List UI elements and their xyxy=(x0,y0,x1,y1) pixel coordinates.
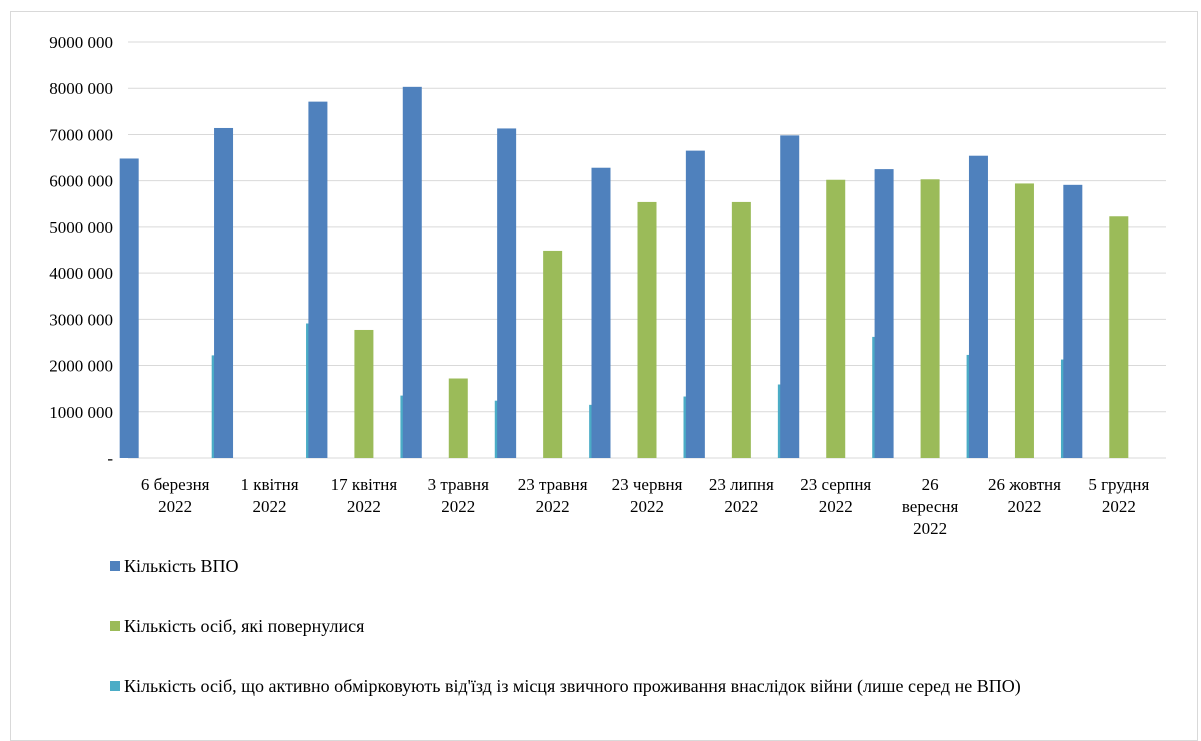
bar-returned-10 xyxy=(1109,216,1129,458)
bar-idp-9 xyxy=(968,155,988,458)
x-tick-label-3-1: 2022 xyxy=(441,497,475,516)
bar-idp-3 xyxy=(402,86,422,458)
y-tick-label-7: 7000 000 xyxy=(49,125,113,144)
bar-idp-6 xyxy=(685,150,705,458)
y-tick-label-8: 8000 000 xyxy=(49,79,113,98)
x-tick-label-3-0: 3 травня xyxy=(428,475,490,494)
y-tick-label-0: - xyxy=(107,449,113,468)
legend-label-returned: Кількість осіб, які повернулися xyxy=(124,616,365,636)
bar-returned-7 xyxy=(826,179,846,458)
x-tick-label-5-0: 23 червня xyxy=(612,475,683,494)
x-tick-label-5-1: 2022 xyxy=(630,497,664,516)
x-tick-label-8-0: 26 xyxy=(922,475,939,494)
y-tick-label-4: 4000 000 xyxy=(49,264,113,283)
y-tick-label-9: 9000 000 xyxy=(49,33,113,52)
bar-idp-10 xyxy=(1063,184,1083,458)
y-tick-label-3: 3000 000 xyxy=(49,310,113,329)
x-tick-label-1-0: 1 квітня xyxy=(240,475,298,494)
x-tick-label-10-0: 5 грудня xyxy=(1088,475,1149,494)
bar-returned-8 xyxy=(920,179,940,458)
x-tick-label-0-1: 2022 xyxy=(158,497,192,516)
bar-returned-3 xyxy=(448,378,468,458)
y-tick-label-2: 2000 000 xyxy=(49,357,113,376)
chart-legend: Кількість ВПО Кількість осіб, які поверн… xyxy=(110,555,1160,735)
y-tick-label-1: 1000 000 xyxy=(49,403,113,422)
x-tick-label-2-0: 17 квітня xyxy=(331,475,398,494)
legend-label-considering: Кількість осіб, що активно обмірковують … xyxy=(124,676,1021,696)
bar-idp-7 xyxy=(780,135,800,458)
y-tick-label-5: 5000 000 xyxy=(49,218,113,237)
x-tick-label-2-1: 2022 xyxy=(347,497,381,516)
x-tick-label-10-1: 2022 xyxy=(1102,497,1136,516)
x-tick-label-0-0: 6 березня xyxy=(141,475,210,494)
x-tick-label-9-0: 26 жовтня xyxy=(988,475,1061,494)
bar-returned-6 xyxy=(731,201,751,458)
x-tick-label-6-1: 2022 xyxy=(724,497,758,516)
bar-chart: - 1000 000 2000 000 3000 000 4000 000 5000 00… xyxy=(49,33,1166,538)
legend-item-returned: Кількість осіб, які повернулися xyxy=(110,615,1160,637)
x-tick-label-4-1: 2022 xyxy=(536,497,570,516)
bar-idp-2 xyxy=(308,101,328,459)
bar-idp-4 xyxy=(497,128,517,459)
legend-swatch-considering xyxy=(110,681,120,691)
x-tick-label-9-1: 2022 xyxy=(1007,497,1041,516)
x-tick-label-4-0: 23 травня xyxy=(518,475,588,494)
bar-idp-8 xyxy=(874,169,894,458)
legend-swatch-idp xyxy=(110,561,120,571)
y-tick-label-6: 6000 000 xyxy=(49,172,113,191)
bar-idp-1 xyxy=(214,127,234,459)
x-tick-label-1-1: 2022 xyxy=(253,497,287,516)
bar-returned-2 xyxy=(354,329,374,458)
bar-idp-0 xyxy=(119,158,139,459)
bar-returned-9 xyxy=(1014,183,1034,458)
x-tick-label-7-0: 23 серпня xyxy=(800,475,871,494)
x-tick-label-8-2: 2022 xyxy=(913,519,947,538)
bar-returned-5 xyxy=(637,201,657,458)
x-tick-label-8-1: вересня xyxy=(902,497,959,516)
bar-returned-4 xyxy=(543,250,563,458)
bar-idp-5 xyxy=(591,167,611,459)
legend-swatch-returned xyxy=(110,621,120,631)
legend-item-idp: Кількість ВПО xyxy=(110,555,1160,577)
x-tick-label-6-0: 23 липня xyxy=(709,475,774,494)
legend-label-idp: Кількість ВПО xyxy=(124,556,239,576)
legend-item-considering: Кількість осіб, що активно обмірковують … xyxy=(110,675,1160,697)
x-tick-label-7-1: 2022 xyxy=(819,497,853,516)
